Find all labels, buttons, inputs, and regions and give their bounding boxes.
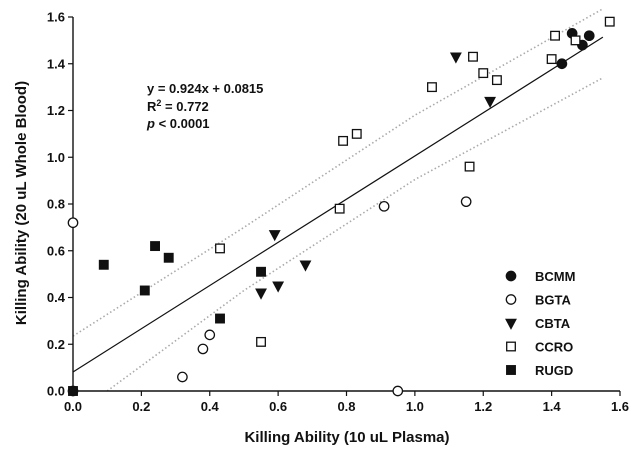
data-point xyxy=(255,288,267,300)
data-point xyxy=(256,336,266,347)
data-point xyxy=(464,161,475,172)
data-point xyxy=(378,200,390,212)
data-point xyxy=(272,281,285,293)
data-points xyxy=(67,16,615,397)
legend-label: CBTA xyxy=(535,316,571,331)
y-tick-label: 0.8 xyxy=(47,197,65,212)
data-point xyxy=(299,260,312,272)
data-point xyxy=(468,51,478,62)
y-axis-title: Killing Ability (20 uL Whole Blood) xyxy=(13,81,30,325)
data-point xyxy=(67,217,79,229)
legend-label: BCMM xyxy=(535,269,575,284)
x-axis-title: Killing Ability (10 uL Plasma) xyxy=(244,429,449,446)
y-tick-label: 1.6 xyxy=(47,10,65,25)
data-point xyxy=(583,30,595,42)
data-point xyxy=(478,68,489,79)
series-rugd xyxy=(68,241,266,396)
data-point xyxy=(427,82,437,93)
data-point xyxy=(570,35,581,46)
data-point xyxy=(604,16,615,27)
x-tick-label: 1.6 xyxy=(611,399,629,414)
data-point xyxy=(215,243,225,254)
data-point xyxy=(491,75,502,86)
data-point xyxy=(256,266,266,277)
data-point xyxy=(546,54,557,65)
data-point xyxy=(68,386,78,396)
x-tick-label: 1.2 xyxy=(474,399,492,414)
regression-annotation: y = 0.924x + 0.0815 R2 = 0.772 p < 0.000… xyxy=(146,81,263,131)
data-point xyxy=(338,135,349,146)
legend-label: RUGD xyxy=(535,363,573,378)
x-tick-label: 0.0 xyxy=(64,399,82,414)
x-tick-label: 0.8 xyxy=(337,399,355,414)
legend-marker xyxy=(506,365,516,375)
x-tick-label: 1.4 xyxy=(543,399,562,414)
data-point xyxy=(334,203,345,214)
data-point xyxy=(204,329,216,341)
y-tick-label: 0.4 xyxy=(47,290,66,305)
data-point xyxy=(177,371,188,383)
confidence-band xyxy=(72,8,604,392)
data-point xyxy=(98,259,109,270)
y-tick-label: 0.0 xyxy=(47,384,65,399)
legend-marker xyxy=(506,341,516,352)
y-tick-label: 1.0 xyxy=(47,150,65,165)
x-tick-label: 0.6 xyxy=(269,399,287,414)
data-point xyxy=(268,230,281,242)
data-point xyxy=(150,241,161,252)
legend-marker xyxy=(505,294,517,305)
data-point xyxy=(556,58,568,70)
axes: 0.00.0 0.2 0.2 0.4 0.4 0.6 0.6 0.8 0.8 1.0 1.0 1.2 1… xyxy=(47,10,629,415)
x-tick-label: 0.2 xyxy=(132,399,150,414)
data-point xyxy=(460,196,472,208)
data-point xyxy=(351,128,362,139)
data-point xyxy=(197,343,209,355)
y-tick-label: 1.2 xyxy=(47,103,65,118)
x-tick-label: 0.4 xyxy=(201,399,220,414)
series-cbta xyxy=(255,52,497,300)
regression-equation: y = 0.924x + 0.0815 xyxy=(147,81,263,96)
legend-marker xyxy=(505,270,517,282)
series-bgta xyxy=(67,196,472,397)
data-point xyxy=(550,30,560,41)
legend-marker xyxy=(505,318,517,330)
legend-label: BGTA xyxy=(535,293,571,308)
y-tick-label: 0.6 xyxy=(47,243,65,258)
y-tick-label: 0.2 xyxy=(47,337,65,352)
y-tick-label: 1.4 xyxy=(47,56,66,71)
p-value-label: p < 0.0001 xyxy=(146,116,210,131)
legend: BCMM BGTA CBTA CCRO RUGD xyxy=(505,269,575,378)
series-ccro xyxy=(215,16,615,347)
x-tick-label: 1.0 xyxy=(406,399,424,414)
data-point xyxy=(139,285,150,296)
r-squared-label: R2 = 0.772 xyxy=(147,98,209,114)
data-point xyxy=(215,313,225,324)
data-point xyxy=(449,52,462,64)
lower-confidence-line xyxy=(106,77,604,392)
upper-confidence-line xyxy=(72,8,604,337)
series-bcmm xyxy=(556,28,595,70)
data-point xyxy=(484,96,497,109)
legend-label: CCRO xyxy=(535,340,573,355)
data-point xyxy=(392,385,404,397)
data-point xyxy=(163,252,174,263)
